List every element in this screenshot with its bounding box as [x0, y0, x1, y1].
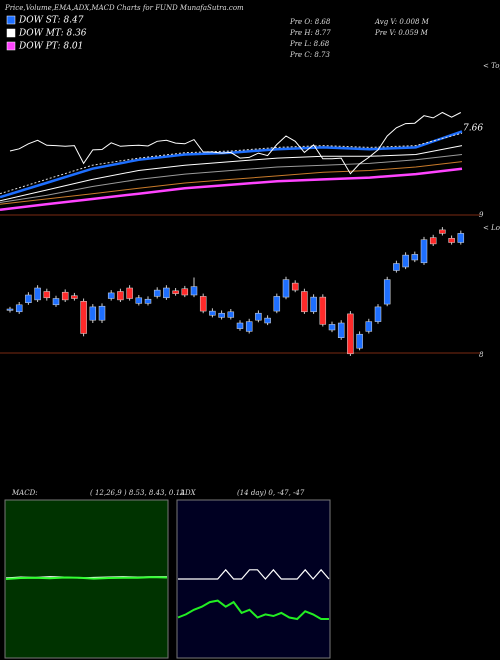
candle-body [126, 287, 133, 299]
ema-line [0, 161, 463, 205]
candle-body [190, 286, 198, 296]
candle-body [429, 237, 437, 245]
candle-body [61, 291, 69, 301]
candle-body [144, 298, 152, 304]
candle-body [181, 288, 189, 296]
candle-body [71, 295, 78, 299]
candle-body [218, 312, 225, 318]
candle-body [255, 312, 262, 321]
ema-line [0, 145, 463, 202]
candle-body [135, 297, 143, 304]
candle-body [347, 313, 354, 355]
candle-body [25, 294, 32, 303]
candle-body [34, 287, 41, 301]
adx-line [177, 599, 329, 621]
candle-body [15, 304, 23, 313]
candle-body [6, 308, 14, 311]
close-line [9, 111, 462, 175]
legend-label: DOW ST: 8.47 [18, 16, 84, 26]
stat: Pre C: 8.73 [289, 51, 330, 59]
legend-swatch [6, 15, 16, 25]
candle-body [245, 321, 253, 332]
macd-line [5, 576, 168, 580]
legend-swatch [6, 41, 16, 51]
candle-body [52, 298, 60, 306]
candle-body [291, 282, 299, 291]
ema-line [0, 167, 463, 211]
right-label: < Tope [483, 62, 500, 70]
candle-body [107, 292, 115, 299]
candle-body [98, 305, 106, 321]
candle-body [420, 239, 428, 264]
candle-body [448, 238, 455, 243]
macd-label: MACD: [11, 489, 38, 497]
candle-body [172, 290, 179, 294]
ema-line [0, 154, 463, 203]
candle-body [439, 229, 446, 234]
candle-body [43, 291, 51, 299]
right-label: 9 [479, 211, 484, 219]
candle-body [411, 254, 419, 261]
candle-body [282, 279, 290, 298]
stat: Pre O: 8.68 [289, 18, 331, 26]
candle-body [80, 301, 87, 334]
candle-body [319, 296, 327, 325]
candle-body [374, 306, 382, 322]
candle-body [356, 333, 363, 349]
candle-body [301, 291, 308, 313]
last-label: 7.66 [463, 124, 483, 134]
candle-body [383, 279, 391, 305]
ema-line [0, 132, 463, 195]
candle-body [273, 296, 281, 312]
right-label: 8 [479, 351, 484, 359]
legend-label: DOW MT: 8.36 [18, 29, 87, 39]
adx-line [178, 568, 330, 580]
candle-body [117, 291, 124, 301]
right-label: < Lower [483, 224, 500, 232]
candle-body [199, 296, 207, 312]
candle-body [402, 254, 409, 268]
candle-body [365, 321, 373, 332]
stat: Avg V: 0.008 M [374, 18, 430, 26]
candle-body [153, 289, 161, 297]
candle-body [236, 322, 244, 329]
candle-body [227, 311, 235, 318]
legend-label: DOW PT: 8.01 [18, 42, 83, 52]
candle-body [163, 287, 170, 299]
adx-label: ADX [179, 489, 197, 497]
candle-body [89, 306, 97, 321]
candle-body [264, 317, 271, 324]
candle-body [457, 233, 465, 243]
legend-swatch [6, 28, 16, 38]
stat: Pre L: 8.68 [289, 40, 330, 48]
candle-body [328, 324, 336, 331]
chart-title: Price,Volume,EMA,ADX,MACD Charts for FUN… [4, 4, 244, 12]
candle-body [209, 310, 216, 316]
candle-body [310, 296, 317, 313]
stat: Pre V: 0.059 M [374, 29, 429, 37]
stat: Pre H: 8.77 [289, 29, 331, 37]
adx-params: (14 day) 0, -47, -47 [237, 489, 305, 497]
candle-body [337, 322, 345, 338]
candle-body [393, 263, 400, 271]
macd-params: ( 12,26,9 ) 8.53, 8.43, 0.12 [90, 489, 185, 497]
